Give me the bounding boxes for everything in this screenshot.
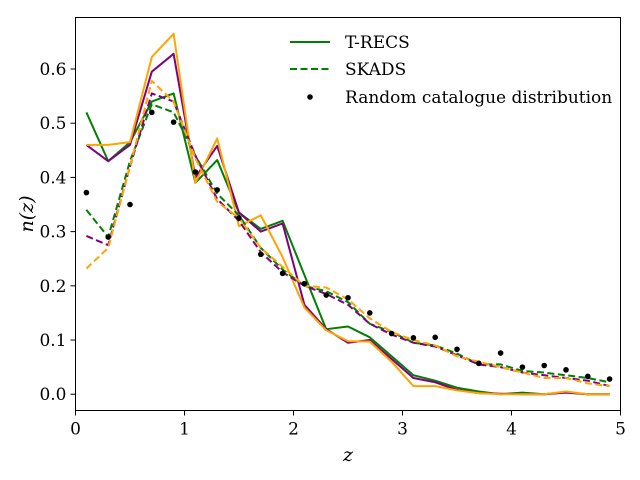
random-catalogue-point — [563, 367, 569, 373]
random-catalogue-point — [367, 310, 373, 316]
random-catalogue-point — [127, 201, 133, 208]
random-catalogue-point — [476, 360, 482, 367]
y-tick-label: 0.2 — [39, 277, 66, 297]
series-line-green-dashed — [85, 103, 610, 384]
random-catalogue-point — [345, 294, 351, 301]
random-catalogue-point — [83, 189, 90, 196]
points-layer — [83, 109, 613, 382]
random-catalogue-point — [585, 373, 591, 380]
legend-marker-random — [307, 94, 313, 100]
y-tick-label: 0.0 — [39, 385, 66, 405]
random-catalogue-point — [105, 234, 111, 240]
y-tick-label: 0.5 — [39, 114, 66, 134]
legend-label-random: Random catalogue distribution — [345, 88, 612, 108]
y-axis-label: n(z) — [16, 195, 38, 232]
y-tick-label: 0.1 — [39, 331, 66, 351]
y-tick-label: 0.6 — [39, 60, 66, 80]
x-tick-label: 4 — [506, 420, 517, 440]
legend-label-trecs: T-RECS — [345, 33, 410, 53]
random-catalogue-point — [149, 109, 155, 116]
random-catalogue-point — [236, 215, 242, 221]
ticks-layer: 0 1 2 3 4 5 0.0 0.1 0.2 0.3 0.4 0.5 0.6 — [39, 60, 625, 440]
x-tick-label: 5 — [615, 420, 626, 440]
series-line-green-solid — [85, 92, 610, 396]
random-catalogue-point — [301, 280, 308, 287]
legend: T-RECS SKADS Random catalogue distributi… — [290, 33, 612, 108]
random-catalogue-point — [388, 330, 395, 337]
random-catalogue-point — [192, 169, 199, 175]
plot-frame — [75, 17, 621, 411]
x-tick-label: 0 — [70, 420, 81, 440]
random-catalogue-point — [258, 251, 264, 258]
random-catalogue-point — [432, 334, 439, 341]
random-catalogue-point — [606, 376, 613, 382]
random-catalogue-point — [170, 119, 177, 125]
series-line-orange-solid — [86, 32, 610, 396]
x-tick-label: 3 — [397, 420, 408, 440]
y-tick-label: 0.4 — [39, 168, 66, 188]
y-tick-label: 0.3 — [39, 223, 66, 243]
random-catalogue-point — [410, 335, 417, 341]
random-catalogue-point — [279, 270, 286, 277]
random-catalogue-point — [323, 292, 330, 298]
random-catalogue-point — [519, 364, 526, 370]
random-catalogue-point — [541, 362, 547, 369]
x-axis-label: z — [342, 444, 354, 466]
x-tick-label: 2 — [288, 420, 299, 440]
random-catalogue-point — [214, 187, 220, 193]
legend-label-skads: SKADS — [345, 60, 406, 80]
random-catalogue-point — [454, 346, 460, 353]
x-tick-label: 1 — [179, 420, 190, 440]
random-catalogue-point — [497, 350, 504, 356]
